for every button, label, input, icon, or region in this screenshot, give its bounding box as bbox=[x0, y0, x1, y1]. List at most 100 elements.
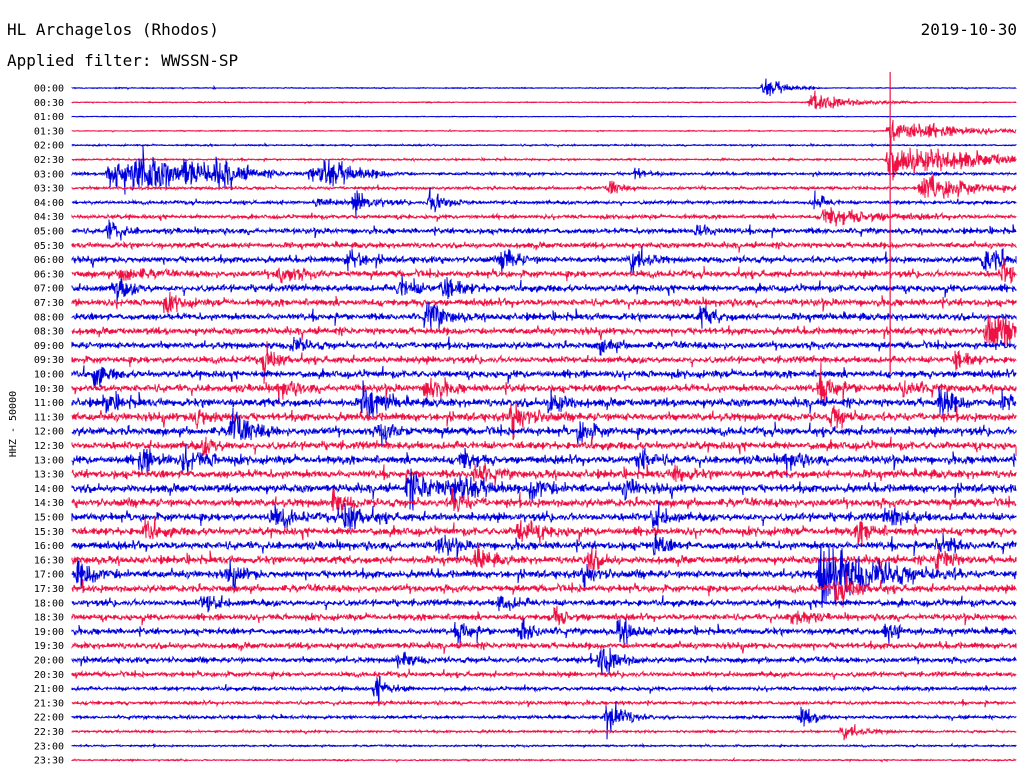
time-label: 13:00 bbox=[34, 455, 64, 466]
time-label: 18:00 bbox=[34, 598, 64, 609]
trace-row-0630 bbox=[71, 257, 1017, 284]
trace-row-2000 bbox=[71, 647, 1017, 676]
trace-row-1730 bbox=[71, 572, 1017, 608]
time-label: 12:30 bbox=[34, 441, 64, 452]
time-label: 17:30 bbox=[34, 584, 64, 595]
trace-row-1330 bbox=[71, 462, 1017, 486]
time-label: 20:30 bbox=[34, 670, 64, 681]
trace-row-1800 bbox=[71, 595, 1017, 613]
y-axis-label: HHZ - 50000 bbox=[8, 391, 19, 457]
time-label: 02:30 bbox=[34, 155, 64, 166]
time-label: 19:30 bbox=[34, 641, 64, 652]
trace-row-0200 bbox=[71, 142, 1017, 149]
trace-row-0830 bbox=[71, 314, 1017, 348]
time-label: 04:00 bbox=[34, 198, 64, 209]
time-label: 00:30 bbox=[34, 98, 64, 109]
trace-row-1100 bbox=[71, 380, 1017, 420]
time-label: 16:00 bbox=[34, 541, 64, 552]
trace-row-0400 bbox=[71, 187, 1017, 218]
time-label: 15:00 bbox=[34, 513, 64, 524]
time-label: 04:30 bbox=[34, 212, 64, 223]
trace-row-0300 bbox=[71, 146, 1017, 195]
filter-subtitle: Applied filter: WWSSN-SP bbox=[7, 51, 239, 70]
trace-row-2100 bbox=[71, 675, 1017, 707]
time-label: 09:30 bbox=[34, 355, 64, 366]
trace-row-1200 bbox=[71, 407, 1017, 448]
trace-row-1930 bbox=[71, 640, 1017, 654]
time-label: 17:00 bbox=[34, 570, 64, 581]
time-label: 01:00 bbox=[34, 112, 64, 123]
time-label: 06:00 bbox=[34, 255, 64, 266]
time-label: 12:00 bbox=[34, 427, 64, 438]
time-label: 10:30 bbox=[34, 384, 64, 395]
trace-row-1130 bbox=[71, 403, 1017, 440]
time-label: 11:30 bbox=[34, 412, 64, 423]
time-label: 16:30 bbox=[34, 555, 64, 566]
trace-row-2330 bbox=[71, 756, 1017, 764]
time-label: 07:00 bbox=[34, 284, 64, 295]
trace-row-1300 bbox=[71, 443, 1017, 478]
time-label: 09:00 bbox=[34, 341, 64, 352]
trace-row-0900 bbox=[71, 336, 1017, 356]
trace-row-2030 bbox=[71, 668, 1017, 680]
trace-row-1000 bbox=[71, 365, 1017, 388]
time-label: 03:00 bbox=[34, 169, 64, 180]
time-label: 11:00 bbox=[34, 398, 64, 409]
trace-row-2130 bbox=[71, 698, 1017, 708]
trace-row-1530 bbox=[71, 515, 1017, 547]
time-label: 07:30 bbox=[34, 298, 64, 309]
time-label: 05:00 bbox=[34, 227, 64, 238]
time-label: 22:30 bbox=[34, 727, 64, 738]
time-label: 03:30 bbox=[34, 184, 64, 195]
trace-row-1030 bbox=[71, 362, 1017, 405]
trace-row-0530 bbox=[71, 240, 1017, 253]
trace-row-0000 bbox=[71, 78, 1017, 97]
time-label: 18:30 bbox=[34, 613, 64, 624]
time-label: 08:00 bbox=[34, 312, 64, 323]
time-label: 15:30 bbox=[34, 527, 64, 538]
time-label-group: 00:00 00:30 01:00 01:30 02:00 02:30 03:00 03:30… bbox=[34, 84, 64, 767]
trace-row-0330 bbox=[71, 173, 1017, 199]
trace-row-0430 bbox=[71, 207, 1017, 227]
time-label: 19:00 bbox=[34, 627, 64, 638]
time-label: 21:30 bbox=[34, 698, 64, 709]
trace-row-2300 bbox=[71, 742, 1017, 749]
trace-row-0600 bbox=[71, 246, 1017, 275]
trace-row-1500 bbox=[71, 501, 1017, 531]
time-label: 23:00 bbox=[34, 741, 64, 752]
trace-row-1430 bbox=[71, 487, 1017, 513]
time-label: 23:30 bbox=[34, 756, 64, 767]
station-title: HL Archagelos (Rhodos) bbox=[7, 20, 219, 39]
trace-row-0030 bbox=[71, 90, 1017, 110]
time-label: 22:00 bbox=[34, 713, 64, 724]
trace-row-1700 bbox=[71, 543, 1017, 608]
time-label: 00:00 bbox=[34, 84, 64, 95]
trace-row-0930 bbox=[71, 341, 1017, 384]
time-label: 13:30 bbox=[34, 470, 64, 481]
time-label: 14:30 bbox=[34, 498, 64, 509]
time-label: 21:00 bbox=[34, 684, 64, 695]
trace-row-0500 bbox=[71, 219, 1017, 241]
trace-row-0130 bbox=[71, 119, 1017, 144]
time-label: 05:30 bbox=[34, 241, 64, 252]
time-label: 06:30 bbox=[34, 269, 64, 280]
time-label: 01:30 bbox=[34, 126, 64, 137]
trace-row-1900 bbox=[71, 618, 1017, 646]
time-label: 02:00 bbox=[34, 141, 64, 152]
trace-row-1830 bbox=[71, 605, 1017, 626]
trace-group bbox=[71, 72, 1017, 764]
trace-row-1400 bbox=[71, 468, 1017, 511]
trace-row-1600 bbox=[71, 533, 1017, 560]
trace-row-2230 bbox=[71, 724, 1017, 741]
time-label: 14:00 bbox=[34, 484, 64, 495]
time-label: 08:30 bbox=[34, 327, 64, 338]
date-label: 2019-10-30 bbox=[920, 20, 1017, 39]
trace-row-2200 bbox=[71, 701, 1017, 740]
trace-row-1230 bbox=[71, 435, 1017, 457]
trace-row-0100 bbox=[71, 115, 1017, 119]
trace-row-0230 bbox=[71, 140, 1017, 181]
trace-row-0800 bbox=[71, 301, 1017, 331]
trace-row-0730 bbox=[71, 291, 1017, 314]
time-label: 20:00 bbox=[34, 656, 64, 667]
